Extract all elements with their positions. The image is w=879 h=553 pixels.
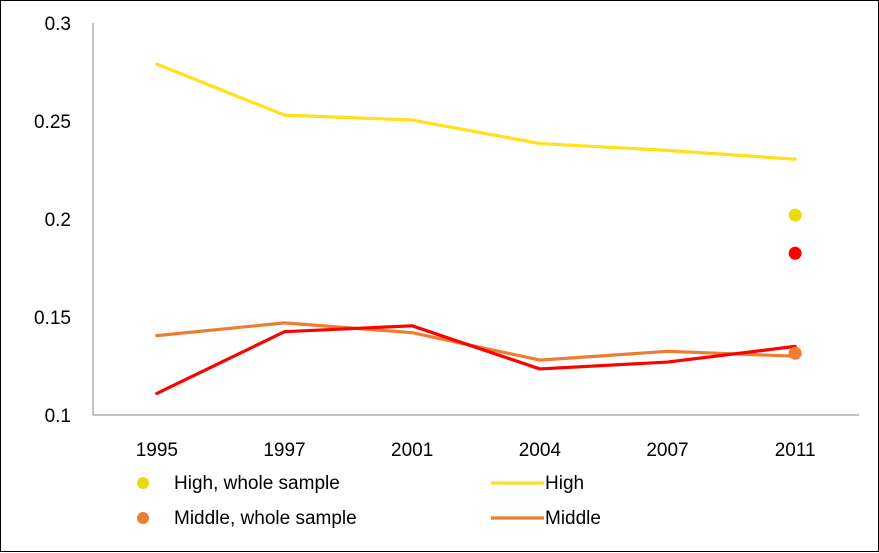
series-line-high	[155, 62, 797, 161]
legend-label: High, whole sample	[174, 473, 340, 494]
legend-marker	[137, 477, 149, 489]
x-tick-label: 2007	[646, 440, 688, 461]
x-tick-label: 1997	[263, 440, 305, 461]
x-tick-labels: 1995 1997 2001 2004 2007 2011	[136, 440, 816, 461]
legend-label: Middle	[545, 508, 601, 529]
series-point-unlabeled	[788, 246, 802, 260]
legend-label: High	[545, 473, 584, 494]
y-tick-label: 0.3	[45, 14, 71, 35]
x-tick-label: 2011	[775, 440, 816, 461]
y-tick-labels: 0.1 0.15 0.2 0.25 0.3	[34, 14, 71, 427]
legend-marker	[137, 512, 149, 524]
series-point-middle-whole-sample	[788, 346, 802, 360]
legend: High, whole sample Middle, whole sample Hi…	[137, 473, 601, 529]
x-tick-label: 2004	[519, 440, 562, 461]
series-point-high-whole-sample	[788, 208, 802, 222]
series-line-middle	[155, 321, 797, 362]
legend-label: Middle, whole sample	[174, 508, 357, 529]
y-tick-label: 0.25	[34, 112, 71, 133]
series-points	[788, 208, 802, 360]
x-tick-label: 2001	[391, 440, 433, 461]
series-lines	[155, 62, 797, 396]
x-tick-label: 1995	[136, 440, 178, 461]
y-tick-label: 0.15	[34, 308, 71, 329]
series-line-unlabeled	[155, 324, 797, 396]
axes	[92, 23, 859, 416]
y-tick-label: 0.2	[45, 210, 71, 231]
y-tick-label: 0.1	[45, 406, 71, 427]
